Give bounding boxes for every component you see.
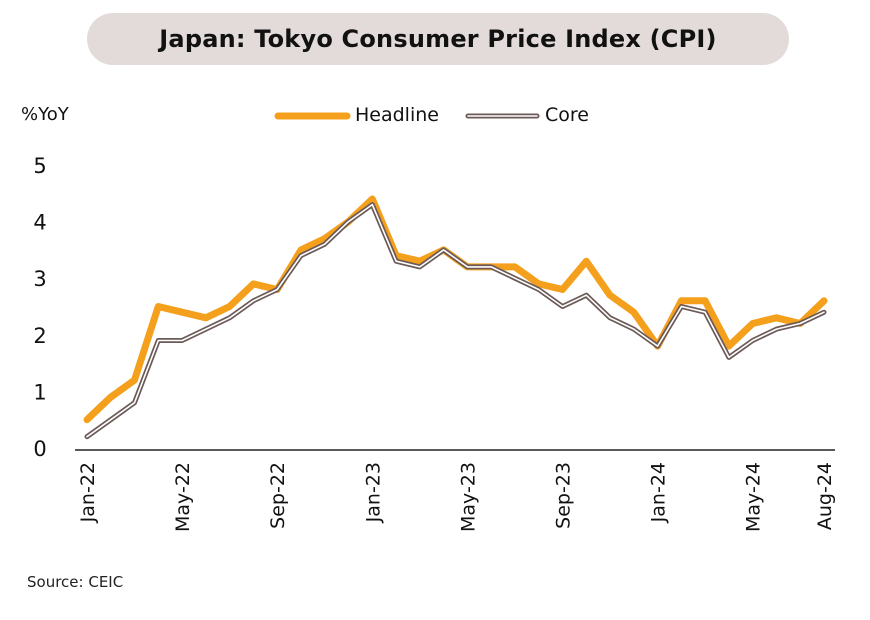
x-tick-label-Jan-22: Jan-22 — [77, 462, 99, 523]
series-line-headline — [83, 195, 828, 424]
x-tick-label-Aug-24: Aug-24 — [814, 462, 836, 530]
x-tick-label-May-23: May-23 — [457, 462, 479, 532]
chart-title: Japan: Tokyo Consumer Price Index (CPI) — [159, 25, 717, 53]
series-line-core — [86, 203, 825, 438]
x-tick-label-Sep-22: Sep-22 — [267, 462, 289, 529]
y-axis-label: %YoY — [21, 104, 70, 125]
x-tick-label-May-22: May-22 — [172, 462, 194, 532]
legend-label-core: Core — [545, 104, 589, 126]
y-tick-label-0: 0 — [33, 437, 46, 461]
y-tick-label-1: 1 — [33, 380, 46, 404]
x-tick-label-Jan-24: Jan-24 — [648, 462, 670, 523]
y-tick-label-3: 3 — [33, 267, 46, 291]
x-tick-label-May-24: May-24 — [743, 462, 765, 532]
x-tick-label-Jan-23: Jan-23 — [362, 462, 384, 523]
y-tick-label-5: 5 — [33, 154, 46, 178]
legend-label-headline: Headline — [355, 104, 439, 126]
x-tick-label-Sep-23: Sep-23 — [552, 462, 574, 529]
y-tick-label-4: 4 — [33, 211, 46, 235]
source-note: Source: CEIC — [27, 573, 124, 591]
chart-title-banner: Japan: Tokyo Consumer Price Index (CPI) — [87, 13, 789, 65]
y-tick-label-2: 2 — [33, 324, 46, 348]
